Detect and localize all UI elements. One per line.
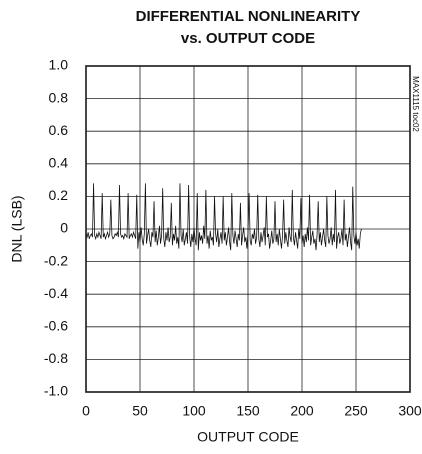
y-tick-label: 0.6 — [49, 122, 69, 138]
y-tick-label: 0.4 — [49, 155, 69, 171]
x-tick-label: 300 — [398, 403, 422, 419]
x-tick-label: 250 — [344, 403, 368, 419]
data-line — [85, 183, 362, 251]
y-tick-label: 0 — [60, 220, 68, 236]
chart-subtitle: vs. OUTPUT CODE — [181, 30, 315, 47]
y-tick-label: 0.8 — [49, 89, 69, 105]
annotation: MAX1115 toc02 — [411, 76, 420, 132]
y-tick-label: -0.6 — [44, 318, 68, 334]
x-tick-label: 200 — [290, 403, 314, 419]
x-tick-label: 100 — [182, 403, 206, 419]
y-axis-title: DNL (LSB) — [9, 195, 25, 262]
x-tick-label: 0 — [82, 403, 90, 419]
y-tick-label: 0.2 — [49, 187, 69, 203]
chart-title: DIFFERENTIAL NONLINEARITY — [136, 8, 361, 25]
y-tick-label: -0.4 — [44, 285, 68, 301]
y-tick-label: -0.2 — [44, 252, 68, 268]
y-tick-label: -1.0 — [44, 383, 68, 399]
x-tick-label: 150 — [236, 403, 260, 419]
y-tick-label: 1.0 — [49, 57, 69, 73]
x-axis-title: OUTPUT CODE — [197, 429, 299, 445]
x-tick-label: 50 — [132, 403, 148, 419]
y-tick-label: -0.8 — [44, 350, 68, 366]
